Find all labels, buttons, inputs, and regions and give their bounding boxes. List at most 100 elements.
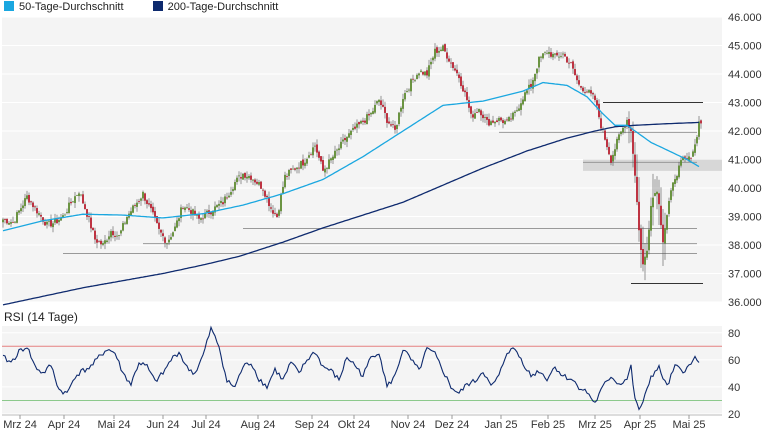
candle-body <box>238 175 240 177</box>
candle-body <box>200 218 202 220</box>
candle-body <box>664 228 666 244</box>
candle-body <box>544 51 546 53</box>
candle-body <box>696 137 698 144</box>
candle-body <box>58 219 60 223</box>
candle-body <box>210 212 212 215</box>
candle-body <box>318 151 320 158</box>
candle-body <box>172 232 174 237</box>
price-tick-label: 41.000 <box>728 155 762 167</box>
candle-body <box>406 91 408 92</box>
candle-body <box>532 80 534 89</box>
candle-body <box>62 215 64 218</box>
candle-body <box>482 114 484 119</box>
candle-body <box>288 169 290 177</box>
candle-body <box>418 73 420 76</box>
candle-body <box>442 45 444 52</box>
candle-body <box>32 202 34 208</box>
x-tick-label: Jun 24 <box>146 419 179 430</box>
candle-body <box>618 134 620 141</box>
x-tick-label: Nov 24 <box>391 419 426 430</box>
candle-body <box>614 149 616 156</box>
candle-body <box>236 177 238 183</box>
candle-body <box>490 121 492 125</box>
candle-body <box>368 113 370 116</box>
candle-body <box>286 176 288 177</box>
candle-body <box>276 213 278 218</box>
candle-body <box>446 52 448 59</box>
candle-body <box>394 125 396 130</box>
candle-body <box>342 139 344 142</box>
legend-item-ma200[interactable]: 200-Tage-Durchschnitt <box>152 0 278 15</box>
candle-body <box>466 92 468 100</box>
candle-body <box>348 133 350 138</box>
candle-body <box>568 62 570 64</box>
candle-body <box>274 212 276 214</box>
candle-body <box>522 99 524 105</box>
candle-body <box>426 70 428 76</box>
candle-body <box>600 118 602 129</box>
candle-body <box>120 230 122 234</box>
candle-body <box>102 243 104 245</box>
rsi-title: RSI (14 Tage) <box>4 310 78 324</box>
candle-body <box>352 127 354 130</box>
candle-body <box>692 151 694 157</box>
candle-body <box>408 89 410 91</box>
candle-body <box>698 121 700 137</box>
candle-body <box>582 87 584 92</box>
candle-body <box>90 217 92 229</box>
candle-body <box>130 211 132 216</box>
candle-body <box>182 207 184 209</box>
x-axis: Mrz 24 Apr 24 Mai 24 Jun 24 Jul 24 Aug 24 Sep … <box>2 414 722 430</box>
candle-body <box>154 211 156 218</box>
candle-body <box>378 99 380 103</box>
candle-body <box>554 53 556 55</box>
x-tick-label: Aug 24 <box>241 419 276 430</box>
candle-body <box>640 228 642 250</box>
candle-body <box>508 116 510 122</box>
candle-body <box>474 113 476 119</box>
candle-body <box>624 127 626 128</box>
candle-body <box>2 219 4 223</box>
candle-body <box>612 154 614 162</box>
candle-body <box>540 56 542 58</box>
candle-body <box>304 162 306 166</box>
candle-body <box>246 176 248 179</box>
rsi-panel: RSI (14 Tage) 80 60 40 20 <box>2 310 740 421</box>
candle-body <box>676 176 678 181</box>
candle-body <box>234 182 236 191</box>
candle-body <box>134 205 136 206</box>
candle-body <box>558 56 560 58</box>
candle-body <box>468 100 470 108</box>
candle-body <box>414 80 416 82</box>
candle-body <box>150 204 152 209</box>
candle-body <box>524 92 526 102</box>
candle-body <box>496 120 498 123</box>
candle-body <box>494 121 496 124</box>
candle-body <box>516 110 518 112</box>
candle-body <box>258 182 260 185</box>
candle-body <box>192 209 194 215</box>
candle-body <box>592 93 594 95</box>
candle-body <box>230 192 232 195</box>
candle-body <box>356 123 358 128</box>
candle-body <box>504 120 506 125</box>
candle-body <box>628 118 630 128</box>
price-tick-label: 37.000 <box>728 269 762 281</box>
x-tick-label: Okt 24 <box>338 419 370 430</box>
candle-body <box>674 179 676 184</box>
candle-body <box>492 120 494 123</box>
candle-body <box>666 215 668 230</box>
legend-item-ma50[interactable]: 50-Tage-Durchschnitt <box>4 0 124 15</box>
candle-body <box>144 193 146 201</box>
candle-body <box>452 62 454 69</box>
candle-body <box>94 230 96 240</box>
candle-body <box>114 235 116 237</box>
candle-body <box>26 195 28 199</box>
candle-body <box>438 50 440 53</box>
candle-body <box>146 200 148 204</box>
candle-body <box>364 120 366 123</box>
candle-body <box>24 198 26 206</box>
candle-body <box>484 117 486 118</box>
candle-body <box>42 217 44 222</box>
candle-body <box>672 182 674 191</box>
